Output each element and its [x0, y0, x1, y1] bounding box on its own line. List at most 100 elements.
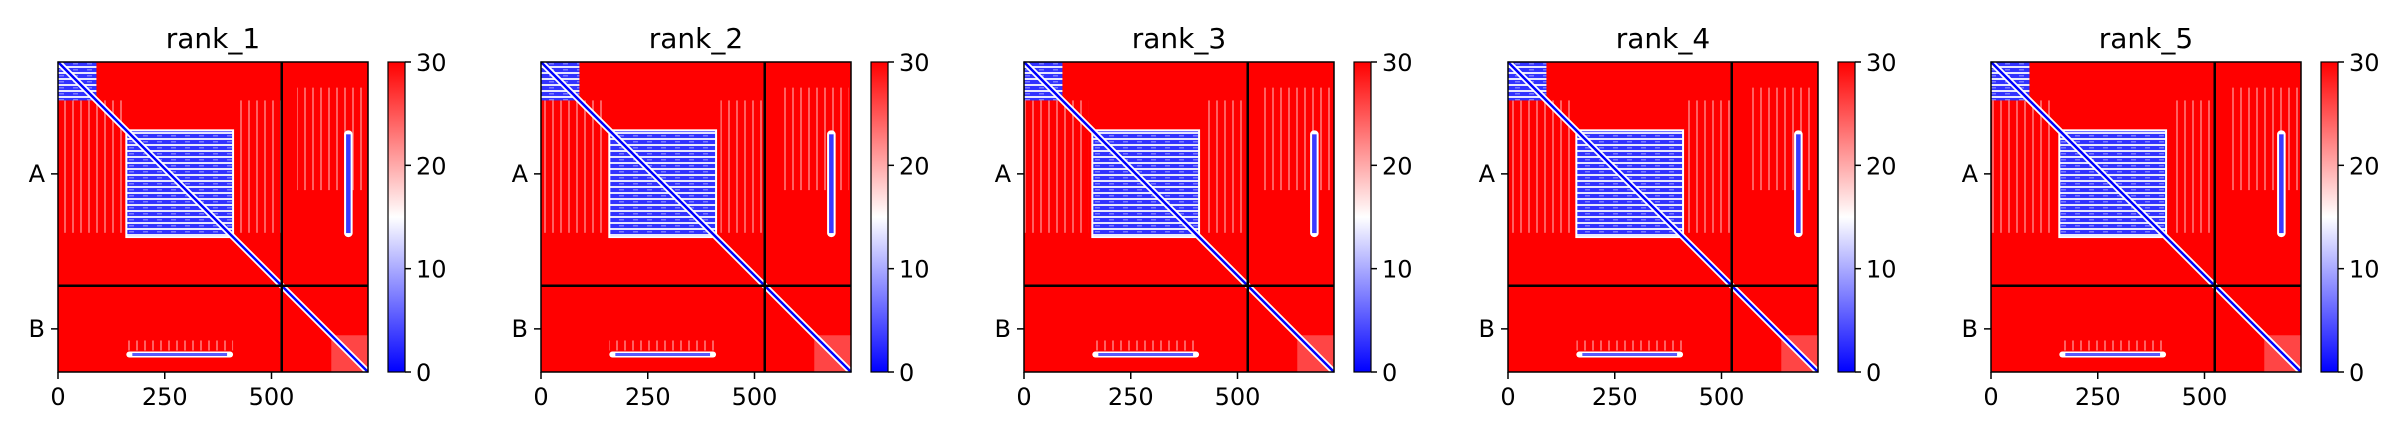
- panel-3: rank_3 0 250 500 A B 0 10 20 30: [995, 22, 1413, 411]
- panel-title: rank_3: [1132, 22, 1226, 55]
- y-tick-label: A: [1962, 160, 1979, 188]
- panel-5: rank_5 0 250 500 A B 0 10 20 30: [1962, 22, 2380, 411]
- pink-streaks-mid: [720, 100, 765, 233]
- y-tick-label: B: [1962, 315, 1978, 343]
- interface-band-streaks: [1576, 340, 1684, 351]
- interface-band: [615, 352, 711, 356]
- panel-title: rank_1: [166, 22, 260, 55]
- panel-title: rank_5: [2099, 22, 2193, 55]
- colorbar-tick-label: 30: [899, 49, 930, 77]
- right-stripe: [829, 134, 834, 234]
- colorbar-tick-label: 0: [1866, 359, 1881, 387]
- x-tick-label: 500: [732, 383, 778, 411]
- colorbar: [387, 61, 406, 373]
- x-tick-label: 0: [1016, 383, 1031, 411]
- colorbar: [1353, 61, 1372, 373]
- pink-streaks-mid: [2170, 100, 2215, 233]
- right-stripe: [2279, 134, 2284, 234]
- pink-streaks-left: [1024, 100, 1089, 233]
- y-tick-label: B: [995, 315, 1011, 343]
- colorbar-tick-label: 20: [2349, 152, 2380, 180]
- panel-title: rank_2: [649, 22, 743, 55]
- colorbar-tick-label: 30: [1382, 49, 1413, 77]
- axes-frame: [1023, 61, 1335, 373]
- interface-band-streaks: [609, 340, 717, 351]
- right-stripe: [1312, 134, 1317, 234]
- pink-streaks-right: [1747, 87, 1816, 191]
- right-stripe: [1796, 134, 1801, 234]
- colorbar-tick-label: 0: [2349, 359, 2364, 387]
- colorbar-tick-label: 10: [2349, 256, 2380, 284]
- diagonal: [57, 61, 369, 373]
- x-tick-label: 250: [1108, 383, 1154, 411]
- colorbar: [1837, 61, 1856, 373]
- y-tick-label: B: [29, 315, 45, 343]
- diagonal: [1023, 61, 1335, 373]
- axes-frame: [1990, 61, 2302, 373]
- x-tick-label: 500: [1699, 383, 1745, 411]
- y-tick-label: B: [1479, 315, 1495, 343]
- colorbar-tick-label: 0: [416, 359, 431, 387]
- interface-band: [1098, 352, 1194, 356]
- x-tick-label: 0: [533, 383, 548, 411]
- interface-band-streaks: [126, 340, 234, 351]
- pink-streaks-left: [58, 100, 123, 233]
- x-tick-label: 250: [142, 383, 188, 411]
- x-tick-label: 500: [2182, 383, 2228, 411]
- pink-streaks-right: [2230, 87, 2299, 191]
- interface-band-streaks: [1092, 340, 1200, 351]
- pink-streaks-left: [541, 100, 606, 233]
- x-tick-label: 0: [50, 383, 65, 411]
- y-tick-label: A: [1479, 160, 1496, 188]
- y-tick-label: B: [512, 315, 528, 343]
- y-tick-label: A: [29, 160, 46, 188]
- colorbar: [870, 61, 889, 373]
- pink-streaks-right: [297, 87, 366, 191]
- colorbar-tick-label: 10: [416, 256, 447, 284]
- interface-band: [1582, 352, 1678, 356]
- diagonal: [1990, 61, 2302, 373]
- diagonal: [540, 61, 852, 373]
- interface-band: [2065, 352, 2161, 356]
- x-tick-label: 0: [1500, 383, 1515, 411]
- colorbar-tick-label: 10: [899, 256, 930, 284]
- colorbar-tick-label: 10: [1382, 256, 1413, 284]
- pink-streaks-right: [780, 87, 849, 191]
- colorbar-tick-label: 30: [2349, 49, 2380, 77]
- right-stripe: [346, 134, 351, 234]
- panel-4: rank_4 0 250 500 A B 0 10 20 30: [1479, 22, 1897, 411]
- pink-streaks-mid: [1203, 100, 1248, 233]
- axes-frame: [1507, 61, 1819, 373]
- colorbar-tick-label: 20: [416, 152, 447, 180]
- y-tick-label: A: [512, 160, 529, 188]
- interface-band: [132, 352, 228, 356]
- colorbar-tick-label: 0: [1382, 359, 1397, 387]
- y-tick-label: A: [995, 160, 1012, 188]
- diagonal: [1507, 61, 1819, 373]
- x-tick-label: 500: [249, 383, 295, 411]
- colorbar-tick-label: 30: [1866, 49, 1897, 77]
- colorbar-tick-label: 20: [1382, 152, 1413, 180]
- axes-frame: [540, 61, 852, 373]
- panel-title: rank_4: [1616, 22, 1710, 55]
- x-tick-label: 0: [1983, 383, 1998, 411]
- colorbar-tick-label: 20: [899, 152, 930, 180]
- colorbar-tick-label: 30: [416, 49, 447, 77]
- pink-streaks-right: [1263, 87, 1332, 191]
- x-tick-label: 250: [2075, 383, 2121, 411]
- panel-1: rank_1 0 250 500 A B 0 10 20 30: [29, 22, 447, 411]
- pink-streaks-mid: [1687, 100, 1732, 233]
- panel-2: rank_2 0 250 500 A B 0 10 20 30: [512, 22, 930, 411]
- x-tick-label: 250: [625, 383, 671, 411]
- x-tick-label: 250: [1592, 383, 1638, 411]
- pink-streaks-left: [1508, 100, 1573, 233]
- interface-band-streaks: [2059, 340, 2167, 351]
- colorbar-tick-label: 0: [899, 359, 914, 387]
- colorbar-tick-label: 20: [1866, 152, 1897, 180]
- colorbar: [2320, 61, 2339, 373]
- pink-streaks-mid: [237, 100, 282, 233]
- x-tick-label: 500: [1215, 383, 1261, 411]
- pink-streaks-left: [1991, 100, 2056, 233]
- axes-frame: [57, 61, 369, 373]
